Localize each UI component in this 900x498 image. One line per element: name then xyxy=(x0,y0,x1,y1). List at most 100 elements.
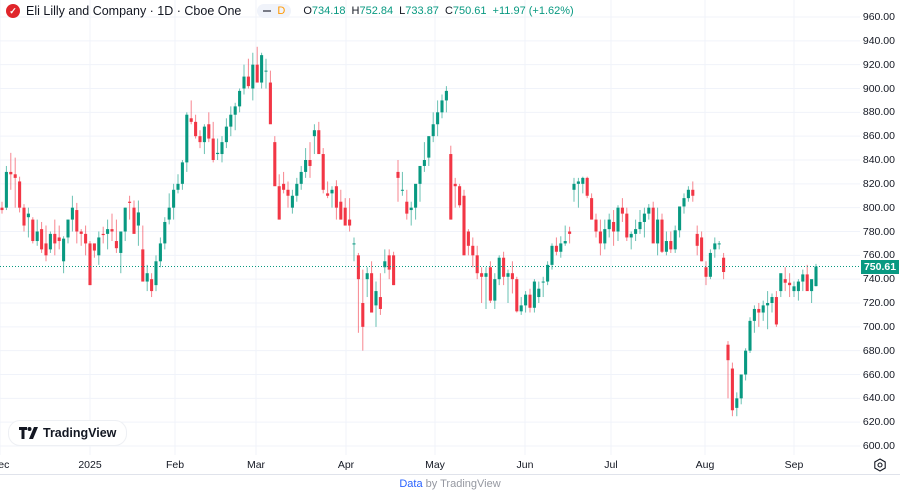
candle xyxy=(163,217,167,250)
candle xyxy=(471,237,475,268)
candle xyxy=(321,148,325,194)
candle xyxy=(620,198,624,222)
tradingview-logo-text: TradingView xyxy=(43,426,117,440)
candle xyxy=(114,219,118,253)
candle xyxy=(361,269,365,351)
candle xyxy=(158,237,162,268)
attribution-text: by TradingView xyxy=(422,478,501,490)
candle xyxy=(48,231,52,253)
candle xyxy=(431,112,435,143)
candle xyxy=(383,249,387,274)
candle xyxy=(642,207,646,238)
candle xyxy=(757,303,761,327)
candle xyxy=(713,237,717,258)
candle xyxy=(726,341,730,399)
candle xyxy=(581,176,585,194)
time-tick-label: Apr xyxy=(337,459,355,471)
candle xyxy=(136,200,140,246)
candle xyxy=(211,121,215,163)
candle xyxy=(172,183,176,220)
candle xyxy=(528,288,532,313)
candle xyxy=(436,100,440,137)
candle xyxy=(18,176,22,213)
candle xyxy=(541,276,545,298)
candle xyxy=(704,261,708,286)
candle xyxy=(251,52,255,101)
candle xyxy=(150,273,154,298)
candle xyxy=(603,219,607,250)
candle xyxy=(590,193,594,220)
candle xyxy=(418,165,422,202)
candle xyxy=(475,245,479,280)
symbol-title[interactable]: Eli Lilly and Company · 1D · Cboe One xyxy=(26,4,242,18)
candle xyxy=(770,293,774,313)
candle xyxy=(75,202,79,244)
candle xyxy=(106,219,110,250)
candle xyxy=(796,279,800,301)
candle xyxy=(484,267,488,309)
candle xyxy=(70,195,74,232)
candle xyxy=(774,291,778,327)
candle xyxy=(62,236,66,274)
ohlc-close: C750.61 xyxy=(444,5,487,17)
candle xyxy=(735,392,739,417)
dash-icon xyxy=(263,10,272,12)
data-link[interactable]: Data xyxy=(399,478,423,490)
settings-gear-icon[interactable] xyxy=(873,458,887,472)
candle xyxy=(40,221,44,253)
candle xyxy=(326,181,330,199)
candle xyxy=(57,225,61,250)
candle xyxy=(607,213,611,238)
candle xyxy=(682,193,686,214)
candle xyxy=(387,249,391,280)
candle xyxy=(502,251,506,286)
price-axis[interactable]: 960.00 940.00 920.00 900.00 880.00 860.00 840.… xyxy=(860,0,900,474)
ohlc-values: O734.18 H752.84 L733.87 C750.61 +11.97 (… xyxy=(303,5,573,17)
candle xyxy=(26,207,30,238)
candle xyxy=(260,52,264,89)
candle xyxy=(4,165,8,211)
price-tick-label: 880.00 xyxy=(862,106,895,119)
chart-container[interactable]: 960.00 940.00 920.00 900.00 880.00 860.00 840.… xyxy=(0,0,900,475)
candle xyxy=(79,229,83,246)
candle xyxy=(480,267,484,303)
candle xyxy=(365,267,369,298)
candle xyxy=(343,198,347,226)
price-tick-label: 680.00 xyxy=(862,344,895,357)
candle xyxy=(154,255,158,292)
candle xyxy=(814,263,818,287)
time-tick-label: Sep xyxy=(784,459,804,471)
candle xyxy=(229,106,233,137)
candle xyxy=(299,165,303,190)
candle xyxy=(748,317,752,354)
time-tick-label: May xyxy=(425,459,445,471)
candle xyxy=(264,58,268,89)
candle xyxy=(783,267,787,292)
candle xyxy=(488,261,492,303)
price-tick-label: 720.00 xyxy=(862,297,895,309)
candle xyxy=(559,236,563,258)
candle xyxy=(356,252,360,333)
candle xyxy=(506,269,510,303)
candle xyxy=(598,219,602,256)
candle xyxy=(708,249,712,280)
price-tick-label: 780.00 xyxy=(862,225,895,238)
candle xyxy=(568,226,572,244)
price-tick-label: 900.00 xyxy=(862,82,895,95)
candle xyxy=(35,219,39,246)
candle xyxy=(550,243,554,270)
candle xyxy=(449,145,453,220)
candle xyxy=(330,186,334,208)
candle xyxy=(132,200,136,234)
candlestick-plot[interactable] xyxy=(0,0,860,455)
ohlc-low: L733.87 xyxy=(399,5,439,17)
candle xyxy=(444,86,448,113)
candle xyxy=(752,305,756,333)
price-tick-label: 860.00 xyxy=(862,130,895,143)
market-status-badge[interactable]: D xyxy=(257,4,292,18)
candle xyxy=(348,198,352,232)
candle xyxy=(290,189,294,214)
tradingview-logo[interactable]: TradingView xyxy=(8,420,128,446)
candle xyxy=(414,183,418,220)
candle xyxy=(246,58,250,89)
